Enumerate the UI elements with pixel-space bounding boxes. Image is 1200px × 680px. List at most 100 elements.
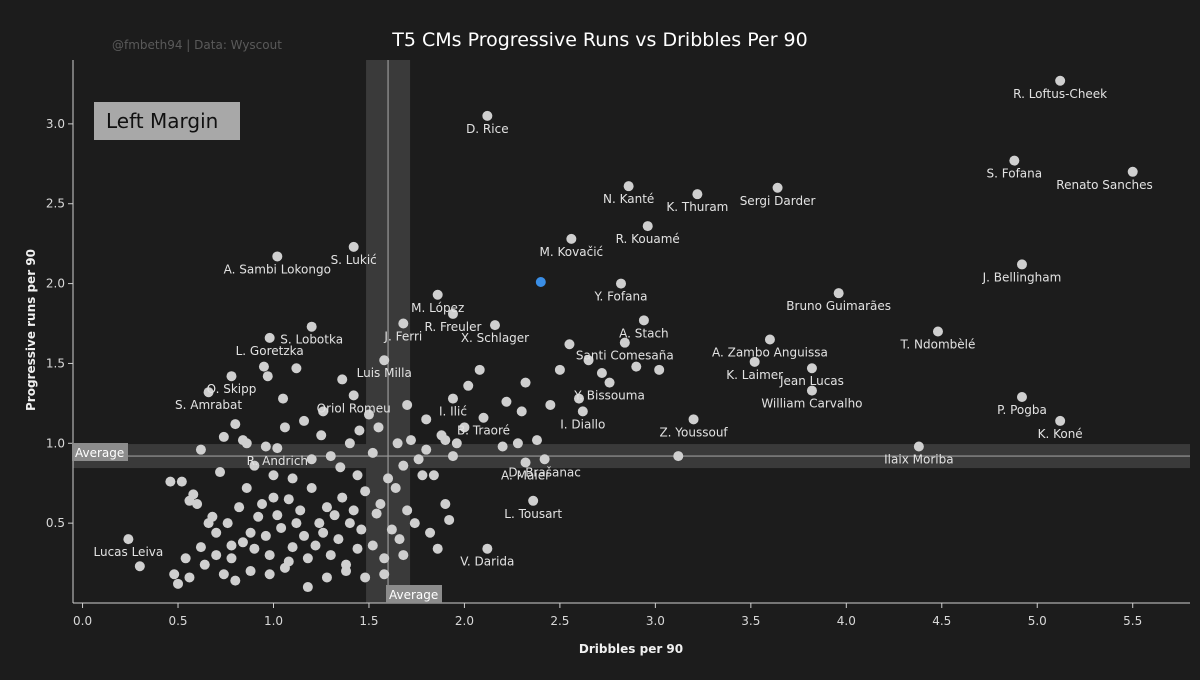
data-point [371,508,382,519]
data-point [447,393,458,404]
x-tick-label: 4.0 [837,614,856,628]
data-point [932,326,943,337]
point-label: Sergi Darder [740,194,816,208]
data-points [123,75,1138,593]
data-point [318,406,329,417]
data-point [566,233,577,244]
data-point [463,380,474,391]
data-point [295,505,306,516]
data-point [390,483,401,494]
data-point [123,534,134,545]
data-point [428,470,439,481]
data-point [241,483,252,494]
data-point [184,572,195,583]
data-point [279,422,290,433]
left-margin-label: Left Margin [106,109,218,133]
data-point [1009,155,1020,166]
data-point [299,415,310,426]
data-point [1016,259,1027,270]
point-label: S. Lobotka [280,333,343,347]
data-point [402,399,413,410]
data-point [253,511,264,522]
data-point [207,511,218,522]
data-point [165,476,176,487]
data-point [1127,166,1138,177]
data-point [1055,415,1066,426]
data-point [260,530,271,541]
average-bands [73,60,1190,603]
data-point [596,368,607,379]
average-x-label-box: Average [386,585,442,603]
x-tick-label: 0.5 [168,614,187,628]
data-point [482,543,493,554]
data-point [237,537,248,548]
data-point [348,505,359,516]
data-point [283,494,294,505]
data-point [184,495,195,506]
data-point [192,498,203,509]
data-point [272,251,283,262]
x-axis-label: Dribbles per 90 [579,642,683,656]
data-point [352,543,363,554]
point-label: Y. Fofana [594,290,648,304]
data-point [203,387,214,398]
point-label: Ilaix Moriba [884,452,953,466]
data-point [287,542,298,553]
data-point [245,527,256,538]
x-tick-label: 3.0 [646,614,665,628]
data-point [287,473,298,484]
chart-credit: @fmbeth94 | Data: Wyscout [112,38,282,52]
data-point [321,572,332,583]
point-label: M. López [411,301,464,315]
data-point [425,527,436,538]
point-label: S. Fofana [987,167,1043,181]
data-point [367,540,378,551]
data-point [615,278,626,289]
data-point [264,569,275,580]
data-point [360,572,371,583]
data-point [306,454,317,465]
data-point [619,337,630,348]
x-tick-label: 5.5 [1123,614,1142,628]
data-point [367,447,378,458]
data-point [329,510,340,521]
data-point [379,553,390,564]
data-point [218,431,229,442]
point-label: Santi Comesaña [576,349,674,363]
data-point [264,550,275,561]
data-point [451,438,462,449]
data-point [237,435,248,446]
y-tick-label: 1.5 [46,356,65,370]
data-point [302,582,313,593]
point-label: Renato Sanches [1056,178,1152,192]
data-point [215,467,226,478]
data-point [402,505,413,516]
data-point [520,377,531,388]
data-point [268,492,279,503]
data-point [363,409,374,420]
data-point [260,441,271,452]
y-tick-label: 3.0 [46,117,65,131]
data-point [222,518,233,529]
point-label: P. Pogba [997,403,1047,417]
data-point [577,406,588,417]
point-label: L. Tousart [504,507,562,521]
data-point [432,543,443,554]
highlighted-data-point [535,276,546,287]
data-point [447,308,458,319]
data-point [264,332,275,343]
data-point [318,527,329,538]
data-point [195,444,206,455]
point-label: N. Kanté [603,192,654,206]
data-point [1016,391,1027,402]
point-label: J. Ferri [383,330,422,344]
data-point [375,498,386,509]
data-point [306,321,317,332]
y-tick-label: 1.0 [46,436,65,450]
data-point [337,492,348,503]
data-point [360,486,371,497]
data-point [913,441,924,452]
data-point [272,510,283,521]
point-label: K. Thuram [666,200,728,214]
data-point [539,454,550,465]
